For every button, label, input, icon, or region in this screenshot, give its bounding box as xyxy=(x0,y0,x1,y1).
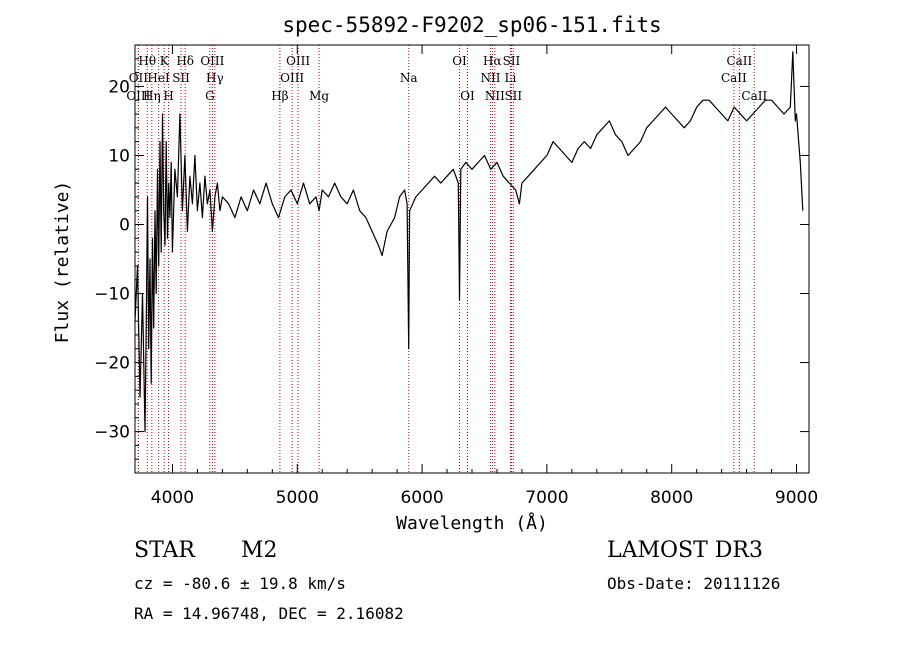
x-tick-label: 8000 xyxy=(650,488,693,508)
x-tick-label: 7000 xyxy=(525,488,568,508)
line-marker-label: H xyxy=(163,89,173,103)
line-marker-label: Hβ xyxy=(271,89,288,103)
redshift-info: cz = -80.6 ± 19.8 km/s xyxy=(134,574,346,593)
line-marker-label: Li xyxy=(505,71,517,85)
x-tick-label: 5000 xyxy=(276,488,319,508)
line-marker-label: SII xyxy=(504,89,522,103)
line-marker-label: OI xyxy=(460,89,475,103)
y-tick-label: −20 xyxy=(94,354,130,374)
y-axis-label: Flux (relative) xyxy=(52,181,73,344)
line-marker-label: CaII xyxy=(726,54,752,68)
x-tick-label: 6000 xyxy=(400,488,443,508)
line-marker-label: Hθ xyxy=(138,54,156,68)
line-marker-label: Na xyxy=(400,71,418,85)
line-marker-label: NII xyxy=(485,89,505,103)
line-marker-label: OII xyxy=(129,71,149,85)
spectrum-series xyxy=(134,51,804,433)
line-marker-label: Mg xyxy=(309,89,329,103)
x-tick-label: 4000 xyxy=(151,488,194,508)
spectrum-line xyxy=(134,51,804,433)
survey-name: LAMOST DR3 xyxy=(607,538,763,563)
line-marker-label: OIII xyxy=(280,71,304,85)
chart-title: spec-55892-F9202_sp06-151.fits xyxy=(282,13,661,37)
y-tick-label: 10 xyxy=(108,146,130,166)
line-marker-label: Hδ xyxy=(176,54,194,68)
line-marker-label: NII xyxy=(480,71,500,85)
line-marker-label: Hα xyxy=(483,54,502,68)
line-marker-label: SII xyxy=(172,71,190,85)
line-marker-label: OI xyxy=(452,54,467,68)
y-tick-label: 20 xyxy=(108,77,130,97)
line-marker-label: Hγ xyxy=(206,71,224,85)
object-subclass: M2 xyxy=(241,538,278,563)
line-marker-label: CaII xyxy=(741,89,767,103)
object-class: STAR xyxy=(134,538,195,563)
y-tick-label: 0 xyxy=(119,215,130,235)
line-marker-label: OIII xyxy=(286,54,310,68)
line-marker-label: CaII xyxy=(721,71,747,85)
axis-ticks: 4000 5000 6000 7000 8000 9000 −30 −20 −10 0 10 20 xyxy=(94,45,818,508)
y-tick-label: −10 xyxy=(94,285,130,305)
line-marker-label: OIII xyxy=(200,54,224,68)
line-marker-label: HeI xyxy=(147,71,170,85)
line-marker-label: G xyxy=(205,89,215,103)
coordinates: RA = 14.96748, DEC = 2.16082 xyxy=(134,604,404,623)
line-marker-label: Hη xyxy=(143,89,161,103)
line-marker-label: K xyxy=(160,54,170,68)
y-tick-label: −30 xyxy=(94,423,130,443)
x-axis-label: Wavelength (Å) xyxy=(396,512,548,534)
x-tick-label: 9000 xyxy=(775,488,818,508)
line-marker-label: SII xyxy=(503,54,521,68)
observation-date: Obs-Date: 20111126 xyxy=(607,574,781,593)
line-marker-label: OIII xyxy=(126,89,150,103)
